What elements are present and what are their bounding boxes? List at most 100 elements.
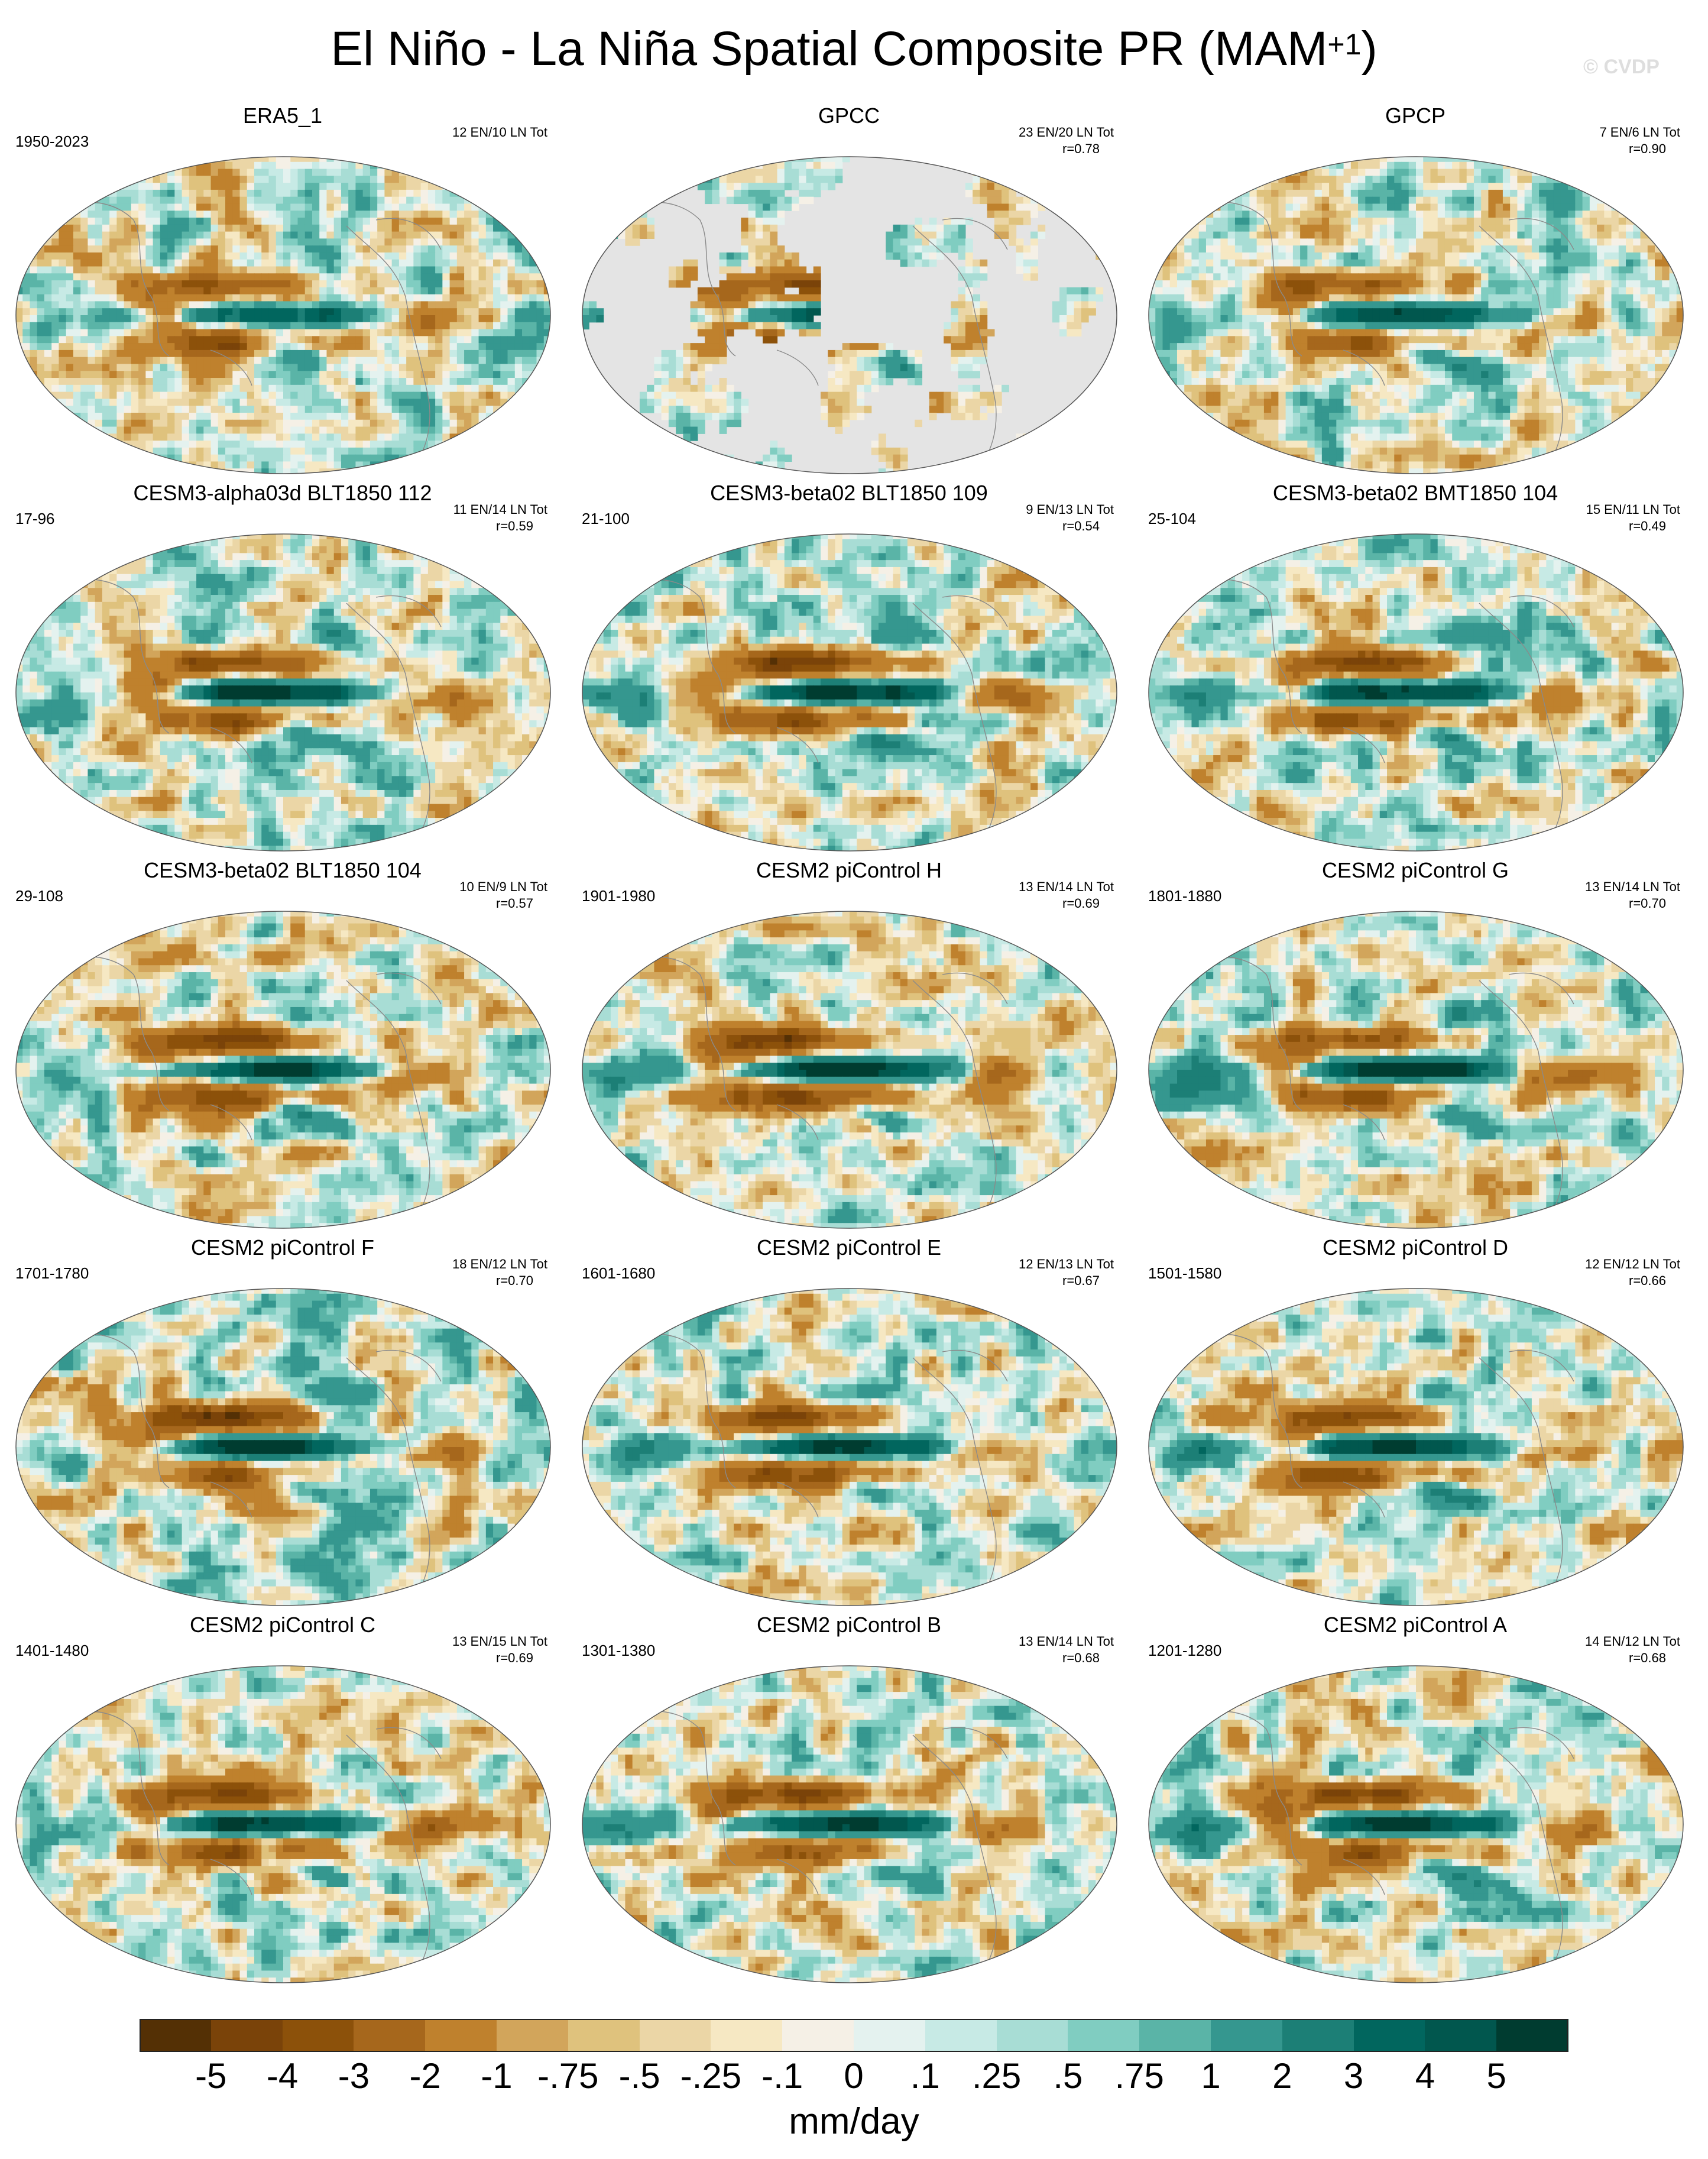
cvdp-watermark: © CVDP [1583,56,1660,79]
panel-years: 29-108 [15,887,63,905]
colorbar-tick-label: -.25 [680,2056,741,2097]
panel-event-counts: 15 EN/11 LN Tot r=0.49 [1586,501,1680,535]
map-outline [15,533,551,852]
panel-counts-text: 13 EN/15 LN Tot [452,1634,547,1649]
panel-counts-text: 13 EN/14 LN Tot [1019,879,1114,894]
panel-title: CESM3-beta02 BLT1850 104 [7,857,558,883]
panel-event-counts: 7 EN/6 LN Tot r=0.90 [1599,124,1680,157]
colorbar-box [711,2019,783,2052]
panel-event-counts: 12 EN/10 LN Tot [452,124,547,141]
panel-counts-text: 7 EN/6 LN Tot [1599,125,1680,140]
panel-pattern-correlation: r=0.57 [459,895,547,912]
panel-pattern-correlation: r=0.90 [1599,141,1680,157]
panel-event-counts: 12 EN/12 LN Tot r=0.66 [1585,1256,1680,1289]
panel-pattern-correlation: r=0.78 [1019,141,1114,157]
robinson-map [582,1288,1117,1606]
colorbar-tick-label: 2 [1272,2056,1292,2097]
coastline [56,188,513,463]
panel-pattern-correlation: r=0.67 [1019,1273,1114,1289]
coastline [1189,1697,1645,1972]
map-outline [15,911,551,1229]
coastline [1189,943,1645,1218]
robinson-map [1148,156,1684,474]
panel-counts-text: 12 EN/13 LN Tot [1019,1257,1114,1271]
map-outline [15,1288,551,1606]
map-outline [15,156,551,474]
colorbar-box [1068,2019,1140,2052]
chart-title: El Niño - La Niña Spatial Composite PR (… [0,17,1708,82]
panel-counts-text: 10 EN/9 LN Tot [459,879,547,894]
robinson-map [15,156,551,474]
colorbar-box [639,2019,711,2052]
panel-years: 1401-1480 [15,1642,89,1660]
map-panel: GPCC 23 EN/20 LN Tot r=0.78 [573,99,1124,478]
panel-counts-text: 23 EN/20 LN Tot [1019,125,1114,140]
panel-years: 1801-1880 [1148,887,1221,905]
map-panel: GPCP 7 EN/6 LN Tot r=0.90 [1140,99,1691,478]
map-panel: CESM2 piControl D 1501-1580 12 EN/12 LN To… [1140,1231,1691,1610]
precip-field [16,911,550,1228]
panel-event-counts: 12 EN/13 LN Tot r=0.67 [1019,1256,1114,1289]
panel-counts-text: 15 EN/11 LN Tot [1586,502,1680,517]
colorbar-box [1211,2019,1283,2052]
colorbar-tick-label: -3 [338,2056,370,2097]
robinson-map [582,156,1117,474]
colorbar-box [1425,2019,1497,2052]
colorbar-tick-label: -5 [195,2056,226,2097]
map-panel: CESM3-beta02 BMT1850 104 25-104 15 EN/11 L… [1140,477,1691,855]
panel-title: CESM2 piControl H [573,857,1124,883]
panel-title: GPCP [1140,103,1691,129]
robinson-map [1148,533,1684,852]
panel-pattern-correlation: r=0.49 [1586,518,1680,535]
panel-counts-text: 11 EN/14 LN Tot [453,502,547,517]
panel-counts-text: 12 EN/10 LN Tot [452,125,547,140]
coastline [623,1697,1079,1972]
colorbar-box [925,2019,997,2052]
colorbar-units-label: mm/day [0,2098,1708,2145]
precip-field [582,1666,1117,1983]
panel-title: CESM2 piControl E [573,1235,1124,1261]
coastline [623,188,1079,463]
precip-field [1149,1289,1683,1606]
coastline [623,943,1079,1218]
robinson-map [15,1288,551,1606]
coastline [1189,565,1645,840]
colorbar-tick-label: -1 [481,2056,512,2097]
coastline [56,943,513,1218]
colorbar-box [782,2019,854,2052]
panel-pattern-correlation: r=0.66 [1585,1273,1680,1289]
panel-counts-text: 18 EN/12 LN Tot [452,1257,547,1271]
precip-field [582,157,1117,474]
map-panel: CESM2 piControl A 1201-1280 14 EN/12 LN To… [1140,1608,1691,1987]
map-outline [582,156,1117,474]
precip-field [1149,157,1683,474]
colorbar-box [140,2019,212,2052]
precip-field [582,534,1117,851]
panel-title: CESM3-alpha03d BLT1850 112 [7,480,558,506]
map-panel: CESM3-beta02 BLT1850 104 29-108 10 EN/9 LN… [7,854,558,1232]
map-panel: CESM2 piControl H 1901-1980 13 EN/14 LN To… [573,854,1124,1232]
precip-field [16,1289,550,1606]
colorbar-tick-label: 1 [1201,2056,1220,2097]
colorbar-box [1496,2019,1568,2052]
panel-pattern-correlation: r=0.69 [1019,895,1114,912]
precip-field [582,911,1117,1228]
coastline [623,1320,1079,1595]
colorbar-tick-label: -.5 [619,2056,660,2097]
map-panel: CESM2 piControl C 1401-1480 13 EN/15 LN To… [7,1608,558,1987]
coastline [623,565,1079,840]
map-outline [1148,1665,1684,1983]
map-panel: CESM2 piControl G 1801-1880 13 EN/14 LN To… [1140,854,1691,1232]
map-outline [582,1288,1117,1606]
panel-years: 25-104 [1148,510,1196,528]
panel-pattern-correlation: r=0.70 [452,1273,547,1289]
panel-years: 1201-1280 [1148,1642,1221,1660]
map-panel: ERA5_1 1950-2023 12 EN/10 LN Tot [7,99,558,478]
panel-years: 1501-1580 [1148,1264,1221,1283]
precip-field [16,534,550,851]
panel-title: CESM2 piControl F [7,1235,558,1261]
panel-title: CESM2 piControl A [1140,1612,1691,1638]
coastline [1189,188,1645,463]
panel-event-counts: 18 EN/12 LN Tot r=0.70 [452,1256,547,1289]
panel-title: CESM2 piControl B [573,1612,1124,1638]
